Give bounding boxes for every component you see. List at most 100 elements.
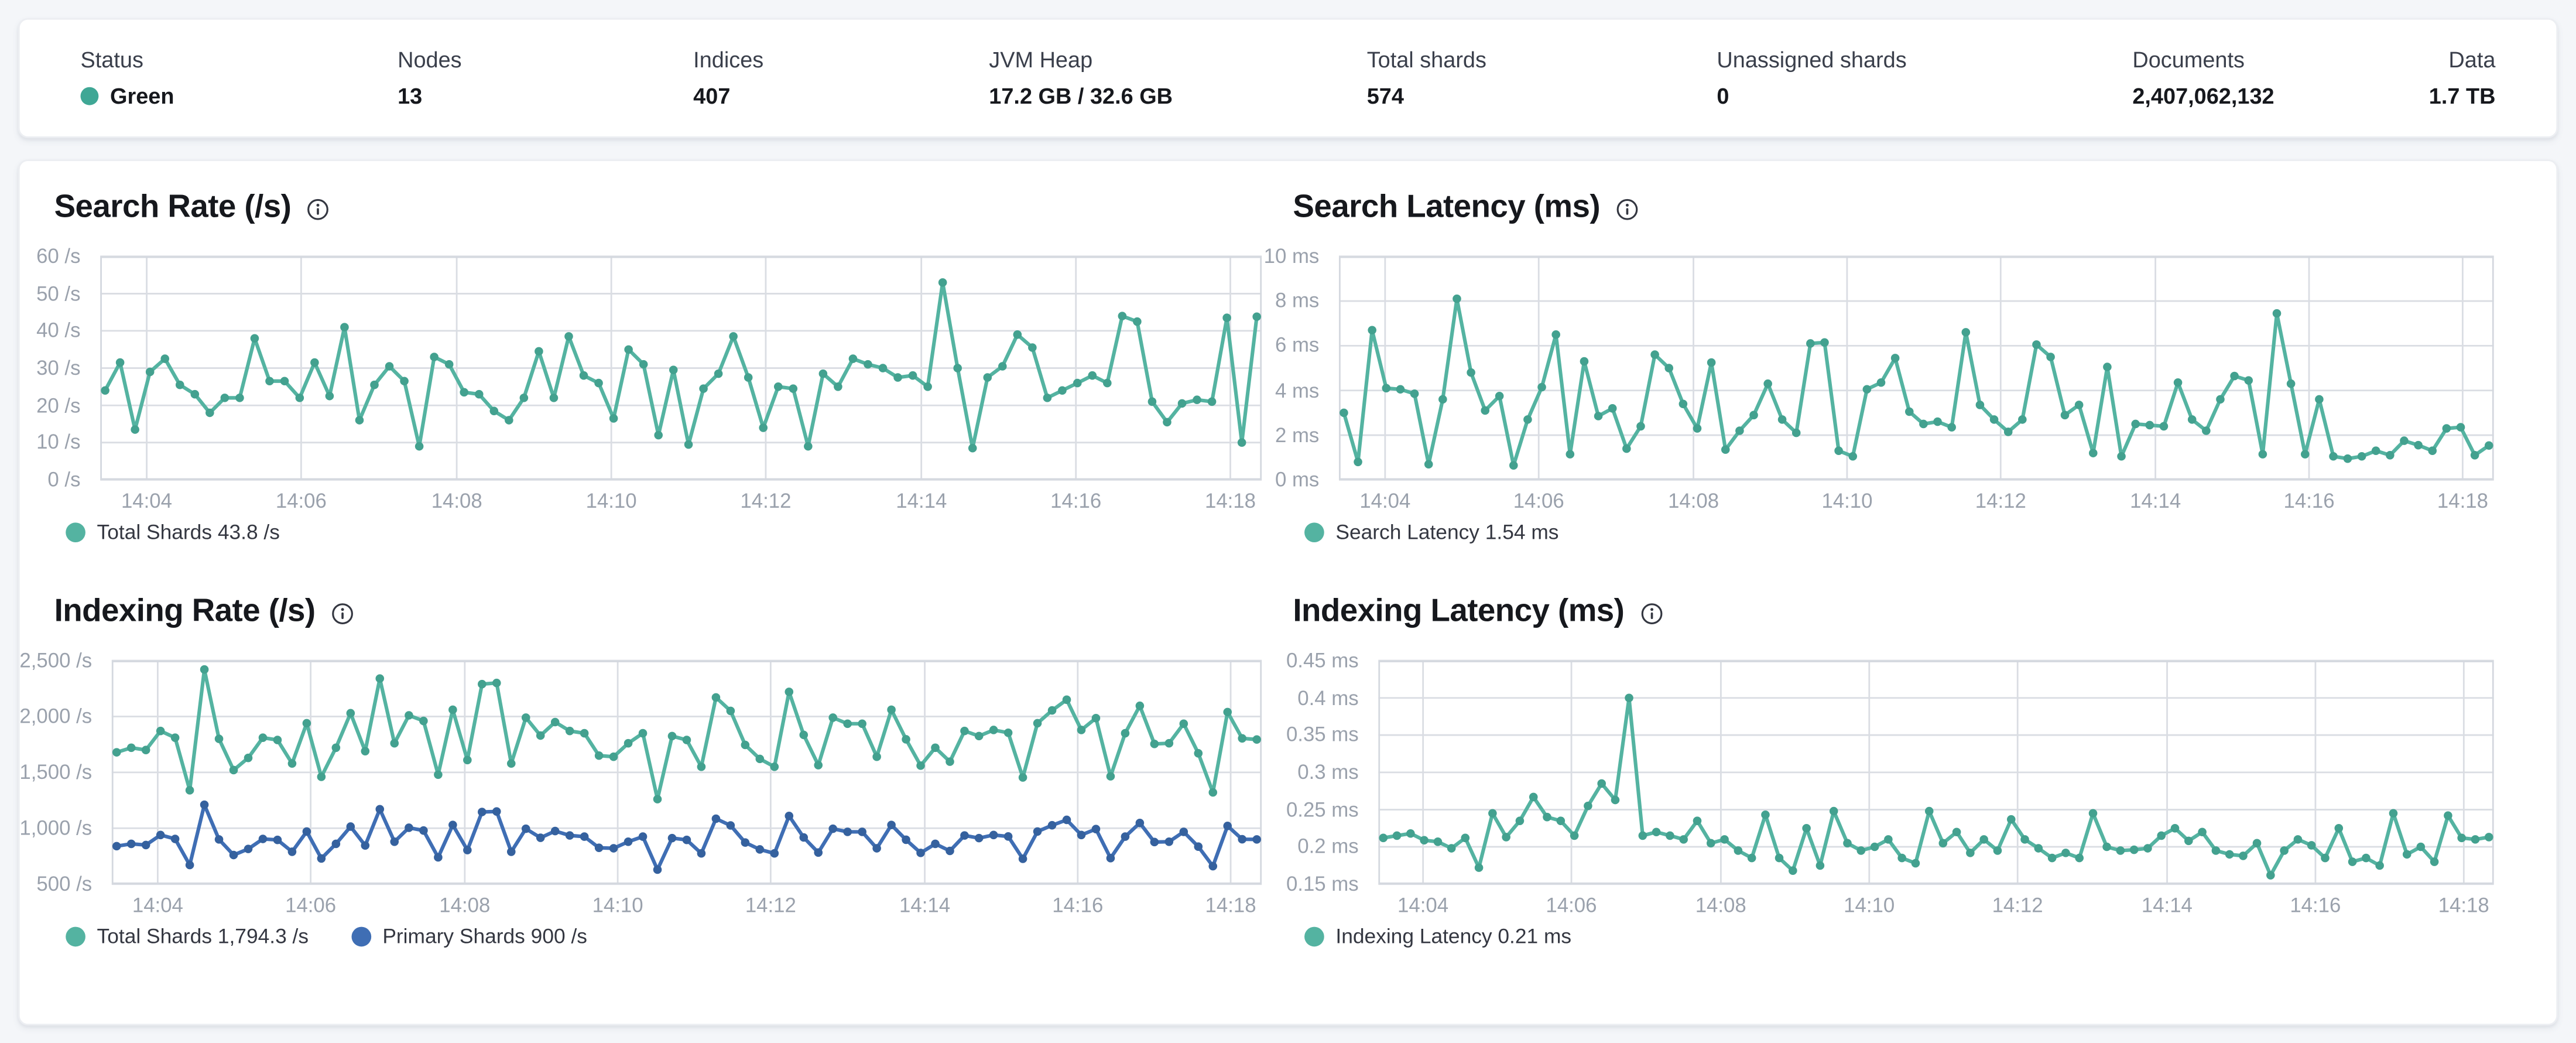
info-icon[interactable] [330, 601, 355, 625]
legend-dot [1304, 522, 1324, 543]
x-axis-tick: 14:04 [1397, 894, 1449, 917]
metrics-panel: Search Rate (/s) 60 /s 50 /s 40 /s 30 /s 20 … [18, 159, 2558, 1026]
y-axis-tick: 0.15 ms [1286, 873, 1359, 896]
y-axis-tick: 2 ms [1275, 423, 1320, 447]
x-axis-tick: 14:14 [896, 490, 947, 513]
x-axis-tick: 14:16 [1052, 894, 1104, 917]
y-axis-tick: 0.35 ms [1286, 723, 1359, 747]
x-axis-tick: 14:14 [899, 894, 951, 917]
x-axis-labels: 14:04 14:06 14:08 14:10 14:12 14:14 14:16 14:18 [1378, 894, 2493, 921]
x-axis-tick: 14:06 [285, 894, 337, 917]
x-axis-tick: 14:08 [1668, 490, 1719, 513]
search-latency-chart: Search Latency (ms) 10 ms 8 ms 6 ms 4 ms 2 m… [1264, 186, 2525, 567]
x-axis-tick: 14:06 [1546, 894, 1597, 917]
stat-indices: Indices 407 [693, 47, 763, 108]
x-axis-tick: 14:08 [431, 490, 482, 513]
legend-item[interactable]: Primary Shards 900 /s [351, 925, 587, 948]
y-axis-tick: 1,000 /s [19, 816, 93, 840]
legend-label: Total Shards 1,794.3 /s [97, 925, 309, 949]
y-axis-tick: 0.45 ms [1286, 649, 1359, 672]
chart-title: Indexing Rate (/s) [54, 590, 1287, 632]
legend-item[interactable]: Total Shards 1,794.3 /s [66, 925, 309, 948]
plot-area[interactable]: 10 ms 8 ms 6 ms 4 ms 2 ms 0 ms 14:04 14:06 14:0… [1264, 245, 2494, 513]
indexing-latency-chart: Indexing Latency (ms) 0.45 ms 0.4 ms 0.35 … [1286, 590, 2525, 971]
indexing-rate-chart: Indexing Rate (/s) 2,500 /s 2,000 /s 1,500… [19, 590, 1287, 971]
stat-nodes: Nodes 13 [398, 47, 462, 108]
chart-legend: Total Shards 1,794.3 /s Primary Shards 90… [66, 925, 587, 948]
y-axis-tick: 60 /s [36, 245, 81, 268]
stat-label: Total shards [1366, 47, 1486, 73]
x-axis-tick: 14:16 [1050, 490, 1102, 513]
x-axis-tick: 14:10 [1844, 894, 1895, 917]
chart-title-text: Indexing Latency (ms) [1293, 593, 1625, 630]
x-axis-tick: 14:04 [121, 490, 173, 513]
stat-value: 1.7 TB [2428, 84, 2496, 109]
legend-label: Indexing Latency 0.21 ms [1335, 925, 1572, 949]
chart-legend: Indexing Latency 0.21 ms [1304, 925, 1571, 948]
y-axis-tick: 2,000 /s [19, 705, 93, 729]
stat-total-shards: Total shards 574 [1367, 47, 1486, 108]
x-axis-tick: 14:18 [2438, 894, 2489, 917]
y-axis-tick: 40 /s [36, 319, 81, 343]
stat-value: Green [110, 84, 174, 109]
x-axis-labels: 14:04 14:06 14:08 14:10 14:12 14:14 14:16 14:18 [112, 894, 1262, 921]
info-icon[interactable] [1639, 601, 1664, 625]
legend-item[interactable]: Total Shards 43.8 /s [66, 521, 280, 544]
chart-legend: Search Latency 1.54 ms [1304, 521, 1558, 544]
legend-dot [351, 926, 371, 947]
y-axis-tick: 0.2 ms [1297, 835, 1359, 859]
y-axis-tick: 30 /s [36, 356, 81, 380]
x-axis-tick: 14:10 [585, 490, 637, 513]
x-axis-tick: 14:14 [2130, 490, 2181, 513]
legend-dot [1304, 926, 1324, 947]
x-axis-tick: 14:04 [1359, 490, 1411, 513]
stat-value: 574 [1366, 84, 1404, 109]
stat-value: 0 [1717, 84, 1729, 109]
line-chart-canvas [1378, 659, 2494, 885]
y-axis-labels: 10 ms 8 ms 6 ms 4 ms 2 ms 0 ms [1211, 245, 1325, 491]
chart-title-text: Search Latency (ms) [1293, 189, 1601, 225]
x-axis-tick: 14:06 [1513, 490, 1564, 513]
cluster-summary-panel: Status Green Nodes 13 Indices 407 JVM He… [18, 18, 2558, 138]
legend-dot [66, 522, 85, 543]
stat-unassigned-shards: Unassigned shards 0 [1717, 47, 1906, 108]
stat-label: Indices [693, 47, 764, 73]
stat-documents: Documents 2,407,062,132 [2132, 47, 2274, 108]
y-axis-tick: 10 ms [1263, 245, 1320, 268]
info-icon[interactable] [1615, 196, 1639, 221]
stat-value: 17.2 GB / 32.6 GB [989, 84, 1173, 109]
y-axis-tick: 500 /s [36, 873, 93, 896]
legend-item[interactable]: Indexing Latency 0.21 ms [1304, 925, 1571, 948]
x-axis-tick: 14:16 [2283, 490, 2335, 513]
x-axis-tick: 14:10 [1821, 490, 1873, 513]
y-axis-labels: 60 /s 50 /s 40 /s 30 /s 20 /s 10 /s 0 /s [0, 245, 87, 491]
plot-area[interactable]: 60 /s 50 /s 40 /s 30 /s 20 /s 10 /s 0 /s 14:04… [36, 245, 1262, 513]
y-axis-tick: 0 /s [47, 468, 81, 492]
x-axis-tick: 14:12 [740, 490, 792, 513]
stat-value: 407 [693, 84, 731, 109]
y-axis-labels: 2,500 /s 2,000 /s 1,500 /s 1,000 /s 500 /s [0, 649, 98, 895]
legend-label: Total Shards 43.8 /s [97, 521, 280, 544]
plot-area[interactable]: 2,500 /s 2,000 /s 1,500 /s 1,000 /s 500 /s 1… [19, 649, 1262, 917]
stat-value: 13 [398, 84, 423, 109]
y-axis-tick: 0.4 ms [1297, 686, 1359, 710]
info-icon[interactable] [306, 196, 331, 221]
x-axis-tick: 14:12 [745, 894, 796, 917]
x-axis-tick: 14:06 [275, 490, 327, 513]
legend-item[interactable]: Search Latency 1.54 ms [1304, 521, 1558, 544]
y-axis-tick: 1,500 /s [19, 761, 93, 784]
x-axis-tick: 14:16 [2290, 894, 2341, 917]
line-chart-canvas [111, 659, 1262, 885]
legend-label: Search Latency 1.54 ms [1335, 521, 1559, 544]
stat-label: Nodes [398, 47, 462, 73]
y-axis-tick: 0.25 ms [1286, 798, 1359, 822]
stat-jvm-heap: JVM Heap 17.2 GB / 32.6 GB [989, 47, 1173, 108]
y-axis-tick: 0 ms [1275, 468, 1320, 492]
search-rate-chart: Search Rate (/s) 60 /s 50 /s 40 /s 30 /s 20 … [36, 186, 1287, 567]
y-axis-tick: 50 /s [36, 282, 81, 305]
stat-value: 2,407,062,132 [2132, 84, 2274, 109]
stat-label: Status [80, 47, 143, 73]
plot-area[interactable]: 0.45 ms 0.4 ms 0.35 ms 0.3 ms 0.25 ms 0.2 ms 0… [1286, 649, 2494, 917]
stat-label: Unassigned shards [1717, 47, 1907, 73]
